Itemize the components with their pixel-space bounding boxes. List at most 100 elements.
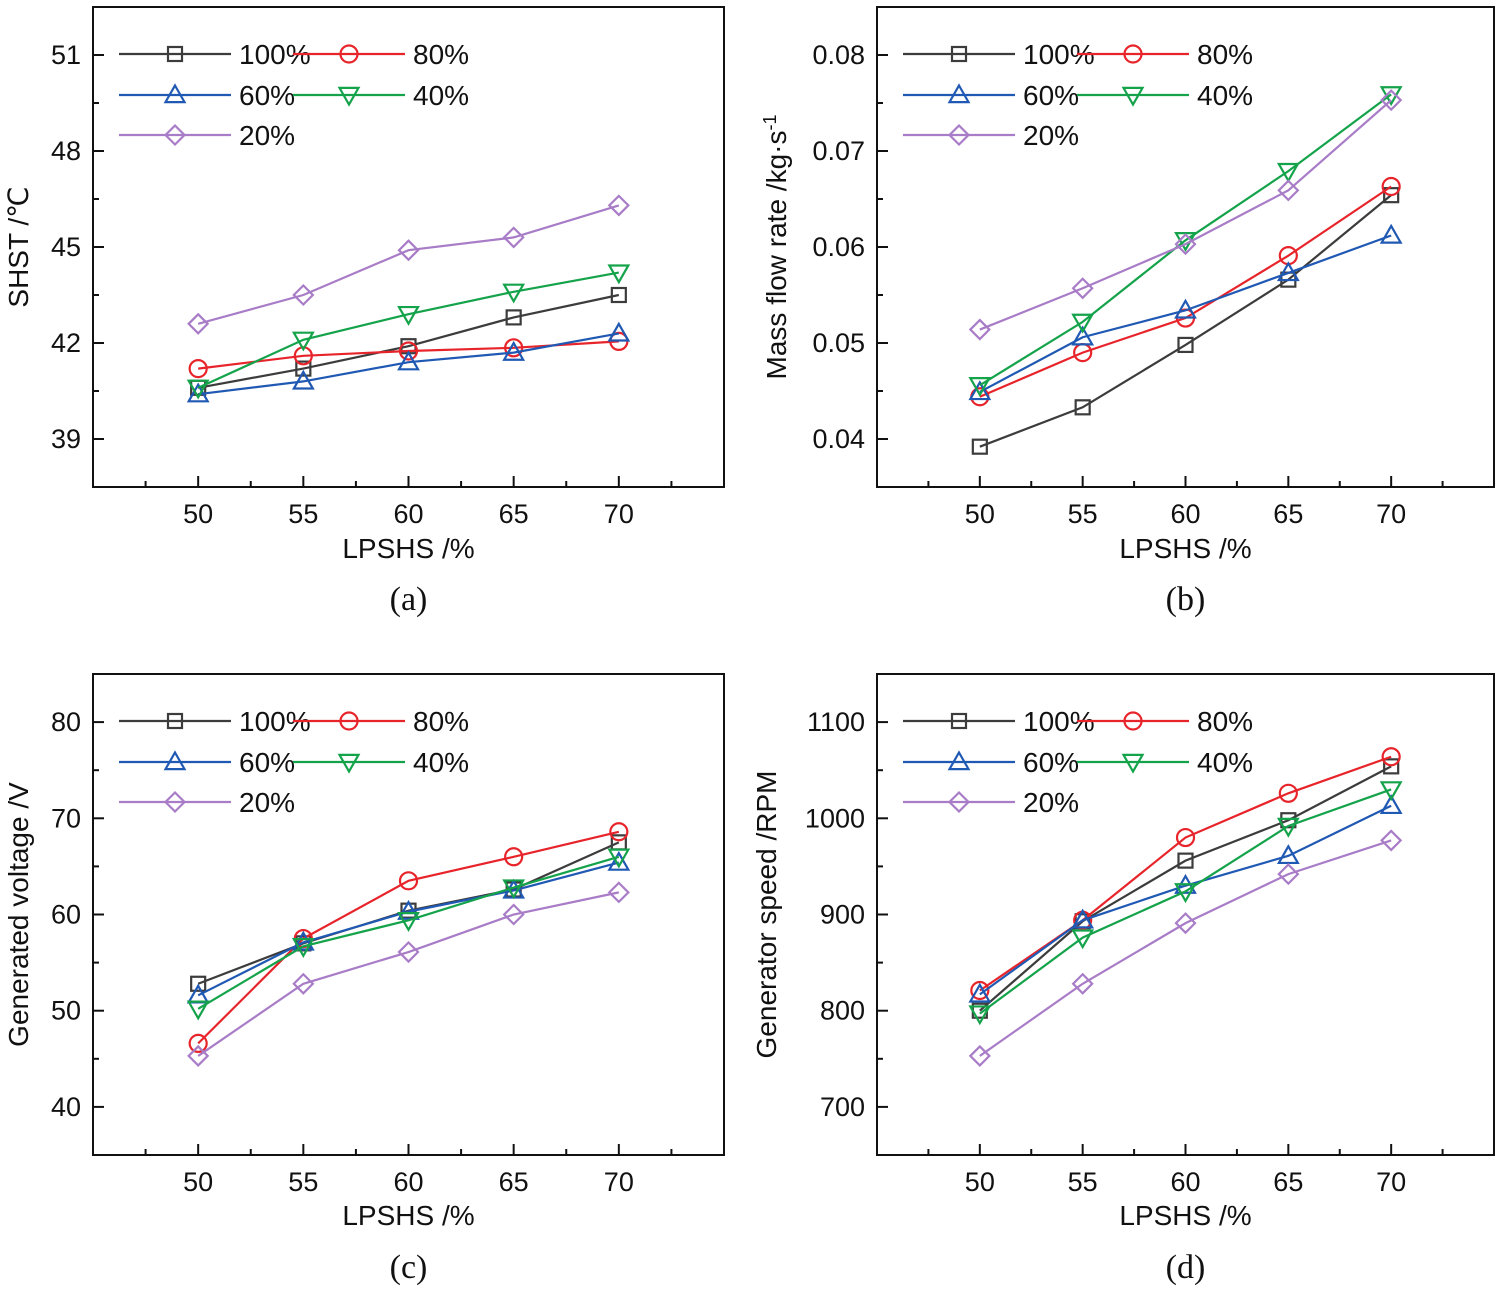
y-tick-label: 80 <box>51 707 81 737</box>
series-line <box>197 204 620 325</box>
legend-marker <box>947 123 971 147</box>
legend-label: 60% <box>239 747 295 778</box>
panel-b: 0.04 0.05 0.06 0.07 0.08 50 55 60 65 70 LPSHS /% Ma… <box>760 6 1495 618</box>
y-tick-label: 0.06 <box>812 232 865 262</box>
series-40pct <box>968 781 1403 1026</box>
data-point <box>397 305 420 326</box>
data-point <box>968 1044 991 1067</box>
legend-item: 60% <box>903 80 1079 111</box>
series-100pct <box>190 286 627 396</box>
data-point <box>1383 758 1400 775</box>
x-tick-label: 50 <box>965 1167 995 1197</box>
legend-marker <box>163 123 187 147</box>
series-line <box>979 194 1392 448</box>
y-axis-title-text: Mass flow rate /kg·s <box>761 131 792 380</box>
y-axis-title: Generated voltage /V <box>3 782 34 1047</box>
legend: 100% 80% 60% 40% 20% <box>903 706 1253 818</box>
panel-a: 39 42 45 48 51 50 55 60 65 70 LPSHS /% SHST /℃ (a) 10… <box>3 6 725 618</box>
data-point <box>505 309 522 326</box>
legend-label: 20% <box>1023 787 1079 818</box>
data-point <box>1380 89 1403 112</box>
y-tick-label: 39 <box>51 424 81 454</box>
x-tick-label: 55 <box>1068 499 1098 529</box>
series-line <box>198 332 620 396</box>
data-point <box>1380 829 1403 852</box>
series-40pct <box>968 86 1403 397</box>
legend-label: 80% <box>413 706 469 737</box>
data-point <box>1174 298 1197 319</box>
series-60pct <box>186 321 631 403</box>
x-tick-label: 70 <box>604 1167 634 1197</box>
data-point <box>1379 223 1403 244</box>
y-tick-label: 40 <box>51 1092 81 1122</box>
x-tick-label: 70 <box>604 499 634 529</box>
legend-item: 100% <box>119 39 311 70</box>
x-axis-title: LPSHS /% <box>342 533 474 564</box>
data-point <box>1174 883 1197 904</box>
legend-item: 20% <box>903 787 1079 818</box>
legend-marker <box>337 753 361 774</box>
data-point <box>397 350 420 371</box>
legend-label: 40% <box>413 747 469 778</box>
data-point <box>187 312 210 335</box>
legend-label: 40% <box>1197 80 1253 111</box>
x-tick-label: 65 <box>499 1167 529 1197</box>
data-point <box>502 283 526 304</box>
data-point <box>607 881 630 904</box>
y-tick-label: 1100 <box>807 707 865 737</box>
data-point <box>398 871 419 891</box>
x-axis-title: LPSHS /% <box>342 1200 474 1231</box>
legend-label: 40% <box>1197 747 1253 778</box>
data-point <box>1071 313 1095 334</box>
legend-label: 20% <box>239 120 295 151</box>
y-tick-label: 70 <box>51 803 81 833</box>
series-100pct <box>971 187 1400 455</box>
data-point <box>968 982 992 1003</box>
legend-item: 100% <box>903 706 1095 737</box>
data-point <box>1174 912 1197 935</box>
data-point <box>398 341 419 361</box>
y-tick-label: 0.07 <box>812 136 865 166</box>
x-tick-label: 60 <box>1170 1167 1200 1197</box>
legend-item: 40% <box>293 747 469 778</box>
data-point <box>1177 336 1194 354</box>
data-point <box>504 338 524 358</box>
series-line <box>197 293 620 389</box>
data-point <box>397 239 420 262</box>
y-tick-label: 700 <box>820 1092 865 1122</box>
series-line <box>979 765 1392 1012</box>
legend-item: 100% <box>119 706 311 737</box>
y-axis-title-text: Generated voltage /V <box>3 782 34 1047</box>
plot-frame <box>876 6 1495 488</box>
legend-item: 60% <box>903 747 1079 778</box>
data-point <box>607 264 631 285</box>
x-axis-title: LPSHS /% <box>1119 1200 1251 1231</box>
y-tick-label: 0.08 <box>812 40 865 70</box>
panel-c: 40 50 60 70 80 50 55 60 65 70 LPSHS /% Generated vo… <box>3 673 725 1286</box>
legend-marker <box>166 712 184 730</box>
data-point <box>970 980 990 1001</box>
y-tick-label: 0.04 <box>812 424 865 454</box>
data-point <box>1379 794 1403 815</box>
legend-item: 20% <box>903 120 1079 151</box>
legend-item: 40% <box>1077 747 1253 778</box>
x-tick-label: 50 <box>965 499 995 529</box>
data-point <box>502 226 525 249</box>
x-tick-label: 65 <box>1273 1167 1303 1197</box>
series-80pct <box>970 176 1401 407</box>
legend-item: 80% <box>1077 706 1253 737</box>
legend-marker <box>163 83 187 104</box>
legend-item: 20% <box>119 120 295 151</box>
data-point <box>397 940 420 964</box>
series-60pct <box>968 223 1403 401</box>
series-20pct <box>968 89 1403 341</box>
data-point <box>188 1033 208 1054</box>
data-point <box>968 318 991 341</box>
data-point <box>607 194 630 217</box>
data-point <box>1381 747 1401 767</box>
legend: 100% 80% 60% 40% 20% <box>119 39 469 151</box>
plot-frame <box>92 673 725 1156</box>
data-point <box>1278 783 1298 803</box>
data-point <box>1174 233 1197 256</box>
